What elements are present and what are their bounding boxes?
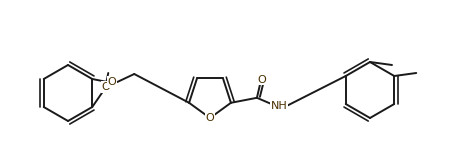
Text: O: O bbox=[108, 77, 117, 87]
Text: O: O bbox=[258, 75, 266, 85]
Text: O: O bbox=[206, 113, 214, 123]
Text: O: O bbox=[102, 82, 110, 92]
Text: NH: NH bbox=[270, 101, 287, 111]
